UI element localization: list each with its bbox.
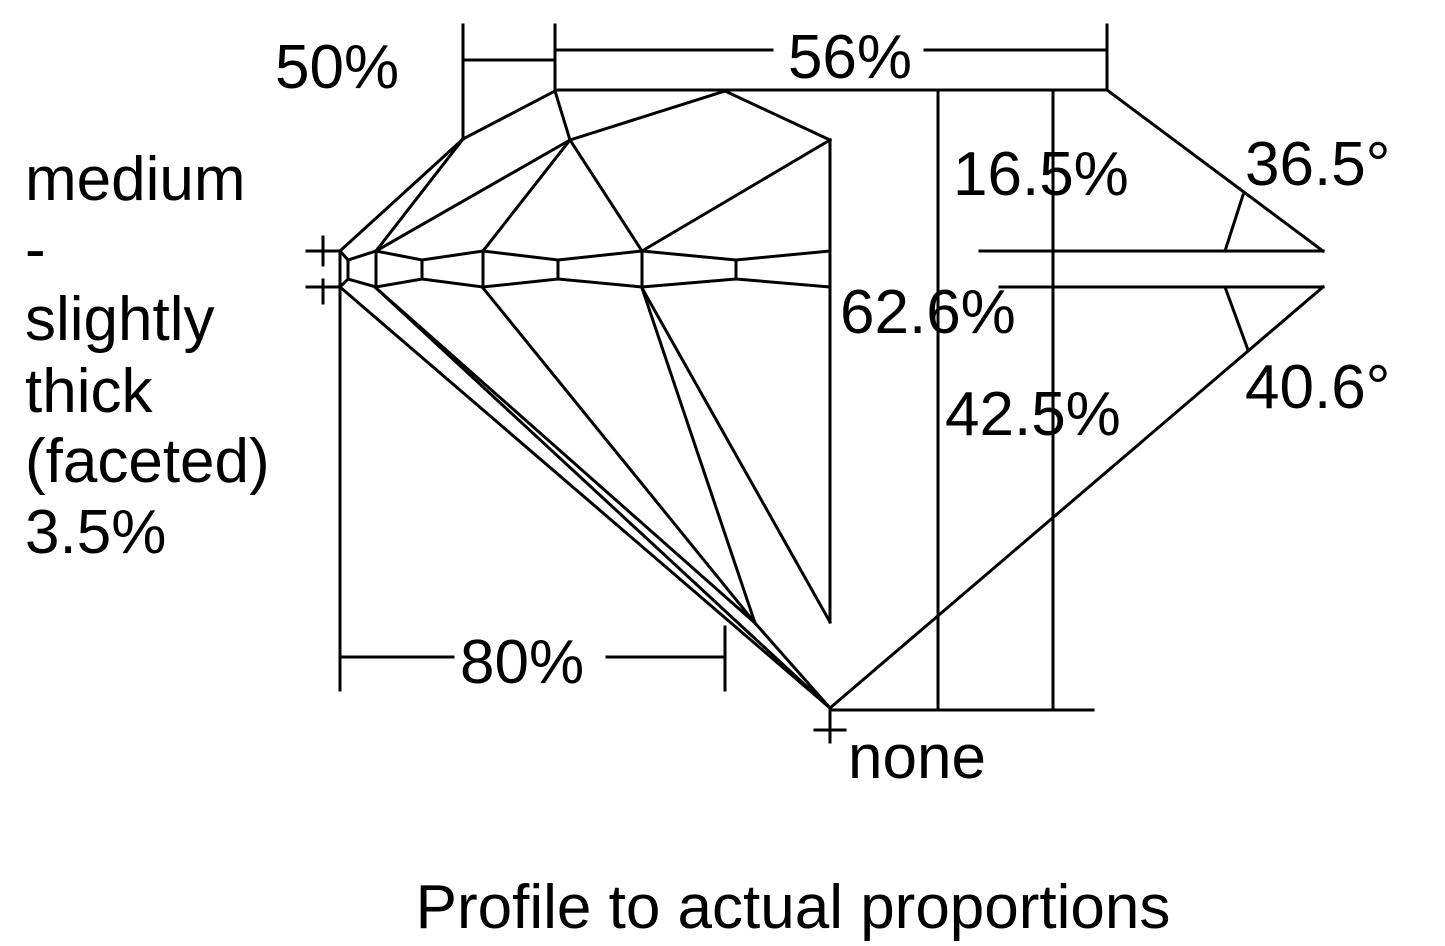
facet-line (639, 137, 833, 254)
girdle-label-line: slightly (25, 285, 215, 354)
crown-angle-label: 36.5° (1245, 130, 1390, 199)
lower-half-label: 80% (460, 628, 584, 697)
crown-edge-right (1104, 87, 1326, 254)
girdle-label-line: medium (25, 145, 246, 214)
table-label: 56% (788, 23, 912, 92)
facet-line (568, 89, 727, 142)
girdle-label-line: (faceted) (25, 427, 270, 496)
facet-line (337, 284, 833, 711)
facet-line (567, 137, 645, 254)
culet-label: none (848, 723, 986, 792)
facet-line (373, 285, 833, 711)
pavilion-depth-label: 42.5% (945, 380, 1121, 449)
right-profile (553, 87, 1326, 711)
facet-line (373, 137, 573, 254)
facet-line (639, 285, 833, 625)
pavilion-angle-label: 40.6° (1245, 353, 1390, 422)
facet-line (337, 136, 466, 254)
facet-line (337, 277, 832, 290)
girdle-label: medium - slightly thick (faceted) 3.5% (25, 145, 270, 567)
crown-height-label: 16.5% (953, 140, 1129, 209)
facet-line (752, 620, 833, 711)
crown-facets (337, 88, 833, 624)
girdle-label-line: - (25, 215, 46, 284)
facet-line (460, 88, 558, 142)
crown-angle-arc (1223, 193, 1245, 253)
girdle-label-line: thick (25, 357, 153, 426)
crown-half-label: 50% (275, 33, 399, 102)
facet-line (723, 89, 832, 142)
caption: Profile to actual proportions (416, 873, 1171, 942)
girdle-facets (337, 248, 832, 290)
facet-line (373, 285, 758, 626)
pavilion-facets (337, 284, 833, 711)
facet-line (480, 285, 758, 626)
facet-line (553, 89, 572, 142)
pavilion-edge-right (827, 284, 1326, 711)
dimension-lines (305, 23, 1109, 744)
facet-line (337, 248, 832, 262)
facet-line (373, 136, 466, 254)
facet-line (480, 137, 573, 254)
facet-line (640, 286, 757, 625)
total-depth-label: 62.6% (840, 278, 1016, 347)
girdle-label-line: 3.5% (25, 498, 166, 567)
pavilion-angle-arc (1223, 285, 1250, 352)
